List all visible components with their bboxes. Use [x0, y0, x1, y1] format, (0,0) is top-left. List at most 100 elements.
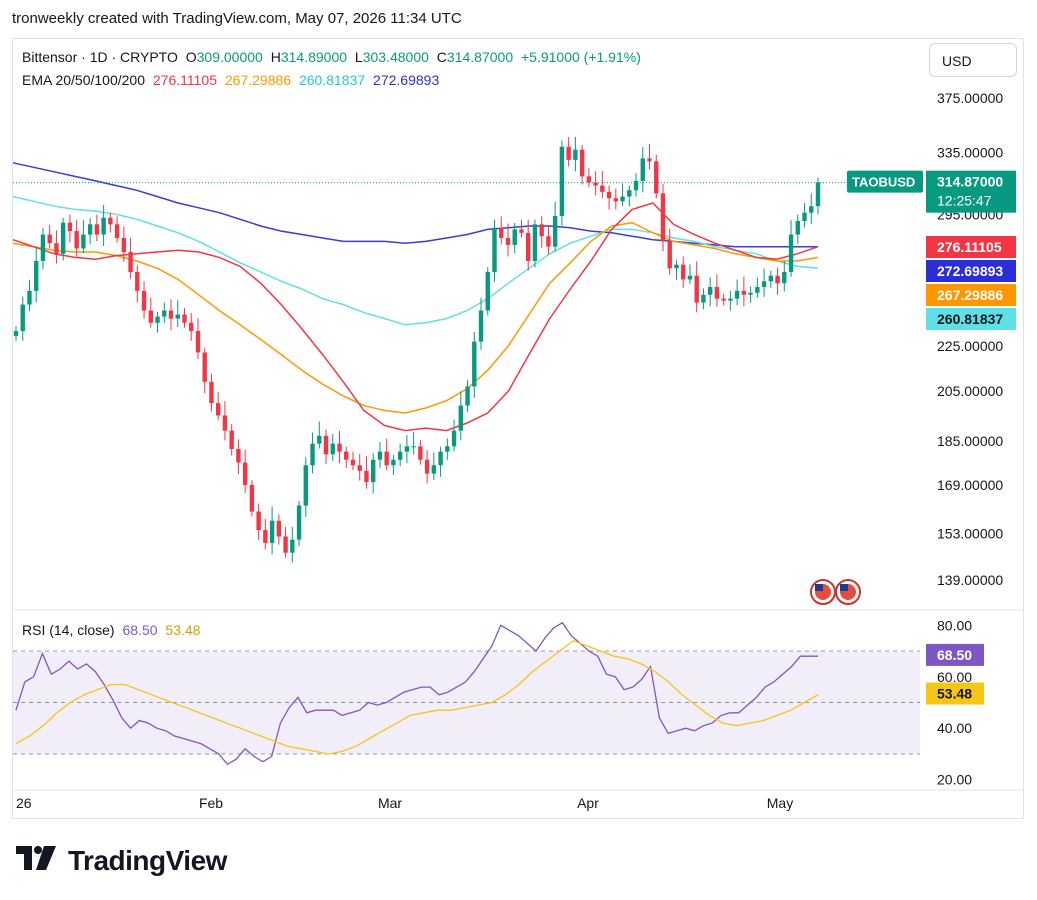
candle-body — [141, 290, 147, 311]
rsi-ma-value: 53.48 — [165, 622, 201, 638]
price-tick-label: 375.00000 — [937, 90, 1003, 106]
candle-body — [404, 446, 410, 452]
price-tick-label: 153.00000 — [937, 525, 1003, 541]
ema50-line — [12, 221, 819, 414]
candle-body — [606, 191, 612, 199]
candle-body — [654, 161, 659, 194]
price-tick-label: 169.00000 — [937, 477, 1003, 493]
us-flag-icon — [810, 579, 836, 605]
ema-label[interactable]: EMA 20/50/100/200 — [22, 72, 145, 88]
candle-body — [269, 520, 275, 543]
ema-badge-bg — [926, 260, 1016, 282]
flag-canton — [815, 584, 823, 591]
last-price-badge: 314.87000 — [937, 174, 1003, 190]
candle-body — [532, 224, 538, 261]
candle-body — [768, 275, 774, 282]
flag-canton — [840, 584, 848, 591]
candle-body — [431, 465, 437, 474]
high-value: 314.89000 — [280, 49, 348, 65]
high-label: H — [270, 49, 281, 65]
candle-body — [128, 251, 133, 272]
candle-body — [505, 237, 511, 245]
ema20-value: 276.11105 — [152, 72, 217, 88]
candle-body — [263, 530, 268, 543]
candle-body — [681, 264, 686, 280]
rsi-legend: RSI (14, close) 68.50 53.48 — [22, 622, 204, 638]
candle-body — [701, 294, 706, 303]
candle-body — [148, 310, 153, 323]
rsi-label[interactable]: RSI (14, close) — [22, 622, 115, 638]
rsi-tick-label: 40.00 — [937, 720, 972, 736]
candle-body — [94, 224, 100, 235]
candle-body — [168, 310, 174, 319]
tradingview-logo-icon — [16, 846, 56, 870]
rsi-line — [15, 621, 818, 766]
candle-body — [775, 275, 780, 284]
candle-body — [613, 198, 619, 202]
change-value: +5.91000 (+1.91%) — [521, 49, 641, 65]
open-value: 309.00000 — [196, 49, 263, 65]
candle-body — [451, 430, 457, 447]
time-tick-label: Feb — [199, 795, 223, 811]
ema-badge: 267.29886 — [937, 287, 1003, 303]
price-tick-label: 225.00000 — [937, 338, 1003, 354]
candle-body — [728, 298, 733, 301]
candle-body — [182, 314, 187, 323]
candle-body — [512, 229, 517, 245]
rsi-ma-badge: 53.48 — [937, 686, 972, 702]
candle-body — [397, 451, 403, 460]
candle-body — [67, 222, 73, 232]
candle-body — [303, 465, 308, 506]
ema20-line — [12, 202, 819, 432]
candle-body — [694, 275, 699, 303]
candle-body — [13, 331, 19, 336]
candle-body — [108, 217, 113, 225]
bar-countdown: 12:25:47 — [937, 193, 992, 209]
currency-button[interactable]: USD — [929, 43, 1017, 77]
ema-legend: EMA 20/50/100/200 276.11105 267.29886 26… — [22, 72, 443, 88]
candle-body — [566, 146, 571, 160]
candle-body — [283, 536, 288, 553]
chart-attribution: tronweekly created with TradingView.com,… — [12, 10, 462, 27]
candle-body — [546, 236, 551, 247]
candle-body — [485, 271, 490, 311]
rsi-value: 68.50 — [122, 622, 158, 638]
symbol-label[interactable]: Bittensor · 1D · CRYPTO — [22, 49, 178, 65]
candle-body — [391, 459, 396, 466]
candle-body — [600, 185, 605, 192]
rsi-tick-label: 80.00 — [937, 617, 972, 633]
candle-body — [60, 222, 66, 254]
candle-body — [135, 271, 140, 291]
low-label: L — [354, 49, 363, 65]
symbol-badge-bg — [847, 170, 923, 193]
candle-body — [633, 180, 639, 191]
candle-body — [202, 352, 207, 382]
price-tick-label: 335.00000 — [937, 145, 1003, 161]
candle-body — [593, 182, 598, 186]
candle-body — [54, 243, 59, 254]
candle-body — [121, 237, 127, 252]
candle-body — [620, 196, 625, 202]
candle-body — [815, 182, 821, 207]
time-tick-label: May — [767, 795, 793, 811]
tradingview-logo[interactable]: TradingView — [16, 845, 227, 877]
candle-body — [499, 227, 504, 238]
ema-badge: 260.81837 — [937, 311, 1003, 327]
candle-body — [370, 459, 376, 483]
price-tick-label: 205.00000 — [937, 383, 1003, 399]
candle-body — [741, 290, 747, 295]
time-tick-label: 26 — [16, 795, 32, 811]
rsi-tick-label: 60.00 — [937, 669, 972, 685]
candle-body — [290, 539, 295, 553]
candle-body — [492, 227, 497, 272]
candle-body — [175, 314, 180, 319]
candle-body — [249, 484, 255, 512]
candle-body — [357, 465, 362, 471]
candle-body — [310, 443, 315, 466]
candle-body — [472, 341, 477, 387]
price-tick-label: 185.00000 — [937, 433, 1003, 449]
time-tick-label: Mar — [378, 795, 402, 811]
candle-body — [465, 386, 470, 406]
last-price-badge-bg — [926, 170, 1016, 213]
